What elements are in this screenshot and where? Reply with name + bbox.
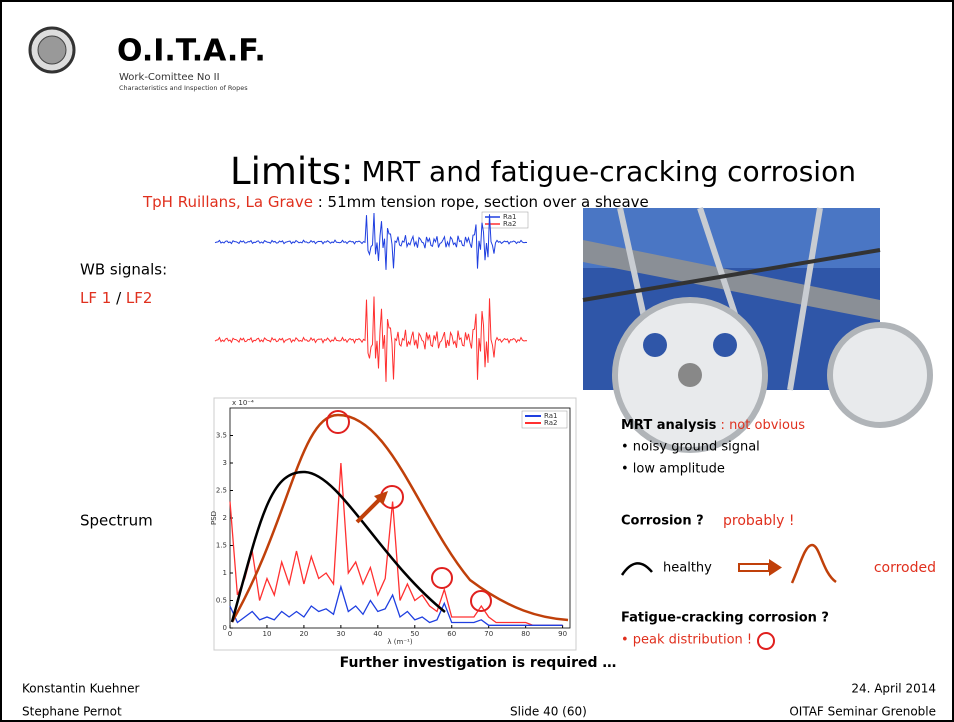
mrt-result: : not obvious [716,418,805,433]
healthy-icon [620,562,653,576]
conclusion: Further investigation is required … [340,655,617,671]
x-tick-label: 90 [558,630,567,638]
wb-legend: Ra2 [503,220,516,228]
committee: Work-Comittee No II [119,72,220,83]
x-tick-label: 50 [410,630,419,638]
org-subtitle: Characteristics and Inspection of Ropes [119,84,248,92]
title-main: Limits: [230,150,353,193]
healthy: healthy [663,561,712,576]
date: 24. April 2014 [851,682,936,696]
x-tick-label: 30 [336,630,345,638]
x-tick-label: 80 [521,630,530,638]
wb-signals: Ra1 Ra2 [213,210,531,388]
sep: / [111,289,126,307]
fatigue-title: Fatigue-cracking corrosion ? [621,611,829,626]
author: Konstantin Kuehner [22,682,139,696]
org: O.I.T.A.F. [117,34,266,69]
title-sub: MRT and fatigue-cracking corrosion [361,155,855,188]
y-tick-label: 0.5 [216,597,227,605]
event: OITAF Seminar Grenoble [789,705,936,719]
mrt: MRT analysis : not obvious [621,418,805,433]
y-label: PSD [210,511,218,525]
x-tick-label: 10 [262,630,271,638]
bullet: • noisy ground signal [621,440,760,455]
y-scale: x 10⁻⁴ [232,399,254,407]
lf1: LF 1 [80,289,111,307]
legend-label: Ra2 [544,419,557,427]
bullet: • low amplitude [621,462,725,477]
y-tick-label: 3.5 [216,432,227,440]
y-tick-label: 2 [223,514,227,522]
place: TpH Ruillans, La Grave [142,193,313,211]
lf2: LF2 [126,289,153,307]
y-tick-label: 2.5 [216,487,227,495]
wb-legend: Ra1 [503,213,516,221]
corrosion-title: Corrosion ? [621,514,704,529]
x-tick-label: 70 [484,630,493,638]
corroded-icon [790,543,837,584]
description: : 51mm tension rope, section over a shea… [313,193,649,211]
photo [582,207,933,453]
y-tick-label: 1 [223,569,227,577]
legend-label: Ra1 [544,412,557,420]
wb-trace [214,212,528,270]
author: Stephane Pernot [22,705,122,719]
wb-label: WB signals: [80,261,167,279]
x-tick-label: 20 [299,630,308,638]
y-tick-label: 1.5 [216,542,227,550]
spectrum-chart: x 10⁻⁴ PSD λ (m⁻¹) 0 0.5 1 1.5 2 2.5 3 3.5 0 10 20… [210,397,577,651]
peak-icon [757,632,775,650]
y-tick-label: 0 [223,624,227,632]
series-line [229,584,563,626]
corrosion-result: probably ! [723,513,795,529]
wb-lf: LF 1 / LF2 [80,289,152,307]
logo [28,26,76,74]
context: TpH Ruillans, La Grave : 51mm tension ro… [142,193,649,211]
x-label: λ (m⁻¹) [387,638,412,646]
y-tick-label: 3 [223,459,227,467]
title: Limits: MRT and fatigue-cracking corrosio… [230,150,856,193]
fatigue-result: • peak distribution ! [621,633,752,648]
wb-trace [214,296,528,382]
x-tick-label: 0 [228,630,232,638]
arrow [738,559,782,576]
series-line [229,462,563,626]
corroded: corroded [874,560,936,576]
slide-number: Slide 40 (60) [510,705,587,719]
spectrum-label: Spectrum [80,512,153,530]
x-tick-label: 40 [373,630,382,638]
annotations [230,410,569,623]
mrt-title: MRT analysis [621,418,717,433]
x-tick-label: 60 [447,630,456,638]
